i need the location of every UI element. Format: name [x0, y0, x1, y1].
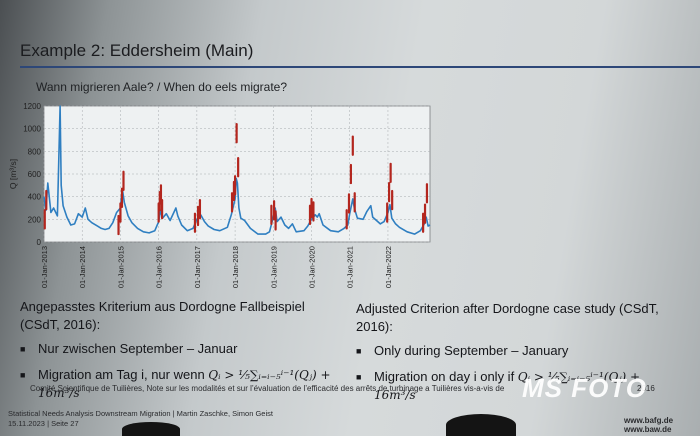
left-bullet-season-text: Nur zwischen September – Januar: [38, 341, 238, 356]
x-tick-label: 01-Jan-2019: [269, 246, 278, 288]
right-bullet-season: ■ Only during September – January: [356, 342, 676, 360]
left-bullet-migration-text: Migration am Tag i, nur wenn: [38, 367, 209, 382]
left-bullet-season: ■ Nur zwischen September – Januar: [20, 340, 340, 358]
x-tick-label: 01-Jan-2013: [40, 246, 49, 288]
title-rule: [20, 66, 700, 68]
y-tick-label: 400: [28, 193, 42, 202]
y-tick-label: 200: [28, 215, 42, 224]
x-tick-label: 01-Jan-2018: [231, 246, 240, 288]
chart-subtitle: Wann migrieren Aale? / When do eels migr…: [36, 80, 288, 94]
bullet-icon: ■: [20, 344, 26, 354]
footnote-year: 2016: [637, 384, 655, 393]
x-tick-label: 01-Jan-2016: [155, 246, 164, 288]
footer: Statistical Needs Analysis Downstream Mi…: [8, 409, 273, 429]
x-tick-label: 01-Jan-2020: [308, 246, 317, 288]
left-criterion-block: Angepasstes Kriterium aus Dordogne Fallb…: [20, 298, 340, 402]
left-criterion-heading: Angepasstes Kriterium aus Dordogne Fallb…: [20, 299, 305, 332]
right-bullet-season-text: Only during September – January: [374, 343, 569, 358]
y-tick-label: 800: [28, 147, 42, 156]
footnote: Comité Scientifique de Tuilières, Note s…: [30, 384, 655, 393]
footer-sites: www.bafg.de www.baw.de: [624, 416, 673, 434]
y-tick-label: 0: [37, 238, 42, 247]
y-axis-label: Q [m³/s]: [8, 159, 18, 189]
x-tick-label: 01-Jan-2022: [384, 246, 393, 288]
audience-head-right: [446, 414, 516, 436]
bullet-icon: ■: [356, 346, 362, 356]
bullet-icon: ■: [20, 370, 26, 380]
x-tick-label: 01-Jan-2015: [116, 246, 125, 288]
right-criterion-heading: Adjusted Criterion after Dordogne case s…: [356, 301, 659, 334]
footer-date-page: 15.11.2023 | Seite 27: [8, 419, 79, 428]
discharge-chart: 0 200 400 600 800 1000 1200 01-Jan-2013 01-Jan-2…: [8, 102, 431, 288]
right-criterion-block: Adjusted Criterion after Dordogne case s…: [356, 300, 676, 404]
y-tick-label: 1000: [23, 125, 41, 134]
left-criterion-formula: Qᵢ > ⅕∑ᵢ₌ᵢ₋₅ⁱ⁻¹(Qⱼ) + 16m³/s: [38, 368, 331, 400]
left-bullet-migration: ■ Migration am Tag i, nur wenn Qᵢ > ⅕∑ᵢ₌…: [20, 366, 340, 402]
right-bullet-migration-text: Migration on day i only if: [374, 369, 518, 384]
y-tick-label: 600: [28, 170, 42, 179]
right-criterion-formula: Qᵢ > ⅕∑ᵢ₌ᵢ₋₅ⁱ⁻¹(Qⱼ) + 16m³/s: [374, 370, 641, 402]
footnote-text: Comité Scientifique de Tuilières, Note s…: [30, 384, 505, 393]
slide-title: Example 2: Eddersheim (Main): [20, 41, 254, 60]
footer-presentation: Statistical Needs Analysis Downstream Mi…: [8, 409, 273, 418]
footer-site-bafg: www.bafg.de: [624, 416, 674, 425]
y-tick-label: 1200: [23, 102, 41, 111]
right-bullet-migration: ■ Migration on day i only if Qᵢ > ⅕∑ᵢ₌ᵢ₋…: [356, 368, 676, 404]
bullet-icon: ■: [356, 372, 362, 382]
photo-watermark: MS FOTO: [522, 373, 647, 403]
x-tick-label: 01-Jan-2017: [193, 246, 202, 288]
audience-head-left: [122, 422, 180, 436]
footer-site-baw: www.baw.de: [624, 425, 672, 434]
x-tick-label: 01-Jan-2014: [78, 246, 87, 288]
x-tick-label: 01-Jan-2021: [346, 246, 355, 288]
